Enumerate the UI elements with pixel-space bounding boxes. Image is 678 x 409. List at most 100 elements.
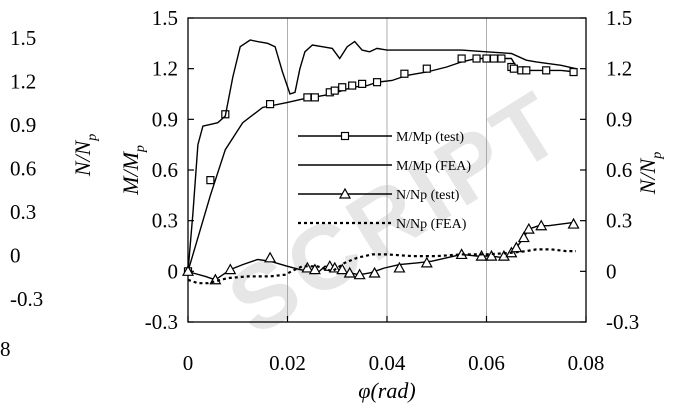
y-tick-label-far-left: 1.2	[10, 70, 36, 94]
y-axis-right-ticks: -0.3 0 0.3 0.6 0.9 1.2 1.5	[580, 6, 639, 334]
data-point-n-np-test	[522, 222, 535, 234]
watermark: SCRIPT	[212, 71, 583, 355]
y-axis-right-label-sub: p	[650, 152, 665, 160]
data-point-m-mp-test	[489, 54, 499, 63]
y-axis-left-label-sub: p	[133, 145, 148, 153]
x-tick-label: 0.06	[468, 351, 505, 375]
y-tick-label-right: 0	[606, 259, 617, 283]
y-tick-label-far-left: 0	[10, 244, 21, 268]
legend-label: N/Np (test)	[396, 188, 460, 203]
data-point-n-np-test	[567, 217, 580, 229]
data-point-m-mp-test	[310, 93, 319, 102]
legend-marker	[338, 187, 352, 199]
y-tick-label-right: 0.9	[606, 107, 632, 131]
y-tick-label-right: 0.6	[606, 158, 632, 182]
svg-text:N/Np: N/Np	[70, 134, 100, 177]
y-axis-left-label-main: M/M	[118, 150, 143, 195]
legend-label: N/Np (FEA)	[396, 217, 467, 232]
data-point-n-np-test	[485, 249, 498, 261]
y-tick-label-left: 0.6	[152, 158, 178, 182]
data-point-m-mp-test	[358, 79, 367, 88]
x-axis-label: φ(rad)	[358, 378, 415, 403]
y-tick-label-left: 0.3	[152, 209, 178, 233]
data-point-n-np-test	[343, 266, 356, 278]
data-point-n-np-test	[181, 265, 195, 276]
data-point-n-np-test	[517, 231, 530, 243]
legend-item-n-np-fea: N/Np (FEA)	[298, 217, 467, 232]
data-point-n-np-test	[368, 266, 381, 278]
series-n-np-test	[181, 217, 580, 285]
data-point-n-np-test	[393, 261, 406, 273]
y-axis-far-left-label: N/Np	[70, 134, 100, 177]
y-tick-label-left: 1.5	[152, 6, 178, 30]
x-axis-ticks: 0 0.02 0.04 0.06 0.08	[183, 316, 605, 375]
series-n-np-fea	[187, 248, 576, 285]
y-tick-label-right: 0.3	[606, 209, 632, 233]
data-point-m-mp-test	[348, 81, 357, 90]
data-point-m-mp-test	[330, 86, 339, 95]
data-point-m-mp-test	[542, 66, 551, 75]
data-point-n-np-test	[475, 249, 488, 261]
y-tick-label-far-left: -0.3	[10, 287, 43, 311]
series-layer	[181, 39, 580, 285]
data-point-m-mp-test	[482, 54, 491, 63]
y-axis-right-label-main: N/N	[635, 157, 660, 195]
legend-item-n-np-test: N/Np (test)	[298, 187, 460, 203]
y-tick-label-right: -0.3	[606, 310, 639, 334]
data-point-n-np-test	[353, 268, 366, 280]
y-axis-left-label: M/Mp	[118, 145, 148, 196]
data-point-m-mp-test	[472, 54, 481, 63]
legend-item-m-mp-fea: M/Mp (FEA)	[298, 159, 471, 174]
y-axis-far-left-label-main: N/N	[70, 139, 95, 177]
svg-text:M/Mp: M/Mp	[118, 145, 148, 196]
legend-label: M/Mp (FEA)	[396, 159, 471, 174]
y-tick-label-far-left: 0.6	[10, 157, 36, 181]
y-tick-label-far-left: 1.5	[10, 26, 36, 50]
legend: M/Mp (test) M/Mp (FEA) N/Np (test) N/Np (FE…	[298, 130, 471, 232]
y-axis-far-left-label-sub: p	[85, 134, 100, 142]
data-point-m-mp-test	[522, 66, 531, 75]
y-tick-label-left: 0.9	[152, 107, 178, 131]
data-point-n-np-test	[301, 261, 314, 273]
data-point-m-mp-test	[265, 100, 275, 109]
legend-marker	[340, 131, 350, 141]
data-point-m-mp-test	[457, 54, 466, 63]
series-line-n-np-fea	[187, 248, 576, 285]
data-point-n-np-test	[308, 263, 321, 275]
y-tick-label-far-left: 0.3	[10, 200, 36, 224]
y-tick-label-right: 1.2	[606, 57, 632, 81]
data-point-m-mp-test	[372, 78, 382, 87]
data-point-n-np-test	[336, 263, 349, 275]
y-tick-label-left: 1.2	[152, 57, 178, 81]
data-point-n-np-test	[420, 256, 433, 268]
data-point-n-np-test	[328, 261, 341, 273]
legend-item-m-mp-test: M/Mp (test)	[298, 130, 464, 145]
svg-text:N/Np: N/Np	[635, 152, 665, 195]
data-point-m-mp-test	[338, 83, 347, 92]
y-tick-label-right: 1.5	[606, 6, 632, 30]
data-point-m-mp-test	[569, 67, 578, 77]
x-tick-label: 0.08	[568, 351, 605, 375]
data-point-n-np-test	[224, 263, 237, 275]
y-axis-far-left-ticks: 1.5 1.2 0.9 0.6 0.3 0 -0.3	[10, 26, 43, 311]
data-point-n-np-test	[535, 219, 548, 231]
y-tick-label-far-left: 0.9	[10, 113, 36, 137]
data-point-m-mp-test	[422, 64, 431, 73]
data-point-m-mp-test	[206, 176, 215, 185]
series-m-mp-fea	[187, 39, 577, 272]
data-point-m-mp-test	[400, 69, 409, 78]
y-axis-right-label: N/Np	[635, 152, 665, 195]
legend-label: M/Mp (test)	[396, 130, 464, 145]
y-axis-left-ticks: -0.3 0 0.3 0.6 0.9 1.2 1.5	[145, 6, 194, 334]
clipped-tick-label: 8	[0, 337, 11, 361]
series-line-m-mp-fea	[187, 39, 577, 272]
data-point-n-np-test	[264, 251, 277, 263]
data-point-m-mp-test	[509, 64, 518, 73]
data-point-m-mp-test	[497, 54, 506, 63]
gridlines	[287, 18, 487, 322]
x-tick-label: 0.02	[269, 351, 306, 375]
y-tick-label-left: 0	[168, 259, 179, 283]
data-point-m-mp-test	[303, 93, 312, 102]
x-tick-label: 0	[183, 351, 194, 375]
